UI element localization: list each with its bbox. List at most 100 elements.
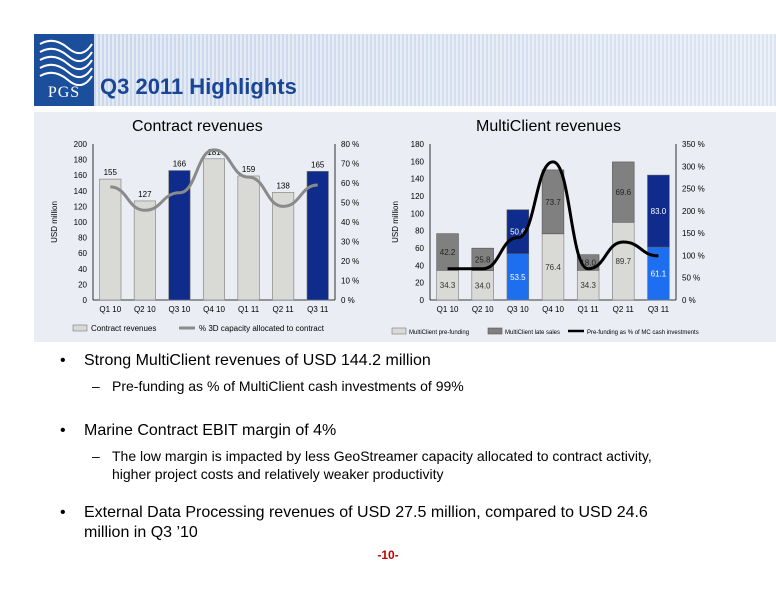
- bar: [237, 175, 260, 301]
- legend-label: MultiClient late sales: [505, 330, 560, 336]
- data-label: 53.5: [510, 273, 526, 282]
- bullet-3-line-2: million in Q3 ’10: [84, 524, 198, 541]
- data-label: 25.8: [475, 255, 491, 264]
- y2-tick-label: 80 %: [341, 140, 359, 149]
- data-label: 138: [276, 181, 290, 190]
- y-tick-label: 100: [411, 209, 425, 218]
- x-tick-label: Q3 10: [169, 305, 191, 314]
- data-label: 34.3: [440, 281, 456, 290]
- bullet-2-sub-1: The low margin is impacted by less GeoSt…: [112, 448, 652, 464]
- y2-tick-label: 100 %: [682, 251, 705, 260]
- x-tick-label: Q1 11: [238, 305, 260, 314]
- bar-late-sales: [541, 169, 565, 235]
- y2-tick-label: 50 %: [682, 274, 700, 283]
- x-tick-label: Q4 10: [203, 305, 225, 314]
- data-label: 73.7: [545, 198, 561, 207]
- y-tick-label: 80: [415, 227, 424, 236]
- y2-tick-label: 150 %: [682, 229, 705, 238]
- data-label: 18.0: [580, 258, 596, 267]
- y-tick-label: 160: [74, 171, 88, 180]
- legend-swatch-bar: [72, 324, 88, 332]
- data-label: 155: [104, 168, 118, 177]
- data-label: 83.0: [651, 207, 667, 216]
- bar-late-sales: [471, 247, 494, 271]
- y2-tick-label: 20 %: [341, 257, 359, 266]
- data-label: 42.2: [440, 248, 456, 257]
- bullet-1-sub-1: Pre-funding as % of MultiClient cash inv…: [112, 378, 464, 394]
- y2-tick-label: 250 %: [682, 185, 705, 194]
- x-tick-label: Q4 10: [542, 305, 564, 314]
- bullet-2-sub-2: higher project costs and relatively weak…: [112, 466, 444, 482]
- data-label: 34.0: [475, 281, 491, 290]
- y2-tick-label: 50 %: [341, 199, 359, 208]
- bar: [202, 158, 226, 301]
- legend-label: Contract revenues: [91, 324, 156, 333]
- data-label: 34.3: [580, 281, 596, 290]
- y-tick-label: 20: [415, 279, 424, 288]
- y-tick-label: 200: [74, 140, 88, 149]
- y-tick-label: 0: [83, 296, 88, 305]
- x-tick-label: Q3 11: [648, 305, 670, 314]
- data-label: 159: [242, 165, 256, 174]
- data-label: 127: [138, 190, 152, 199]
- y2-tick-label: 70 %: [341, 160, 359, 169]
- data-label: 89.7: [615, 257, 631, 266]
- y2-tick-label: 0 %: [682, 296, 696, 305]
- y-tick-label: 40: [415, 261, 424, 270]
- legend-swatch-late-sales: [487, 327, 503, 335]
- y-tick-label: 40: [78, 265, 87, 274]
- bullet-marker: •: [60, 422, 66, 439]
- bar: [168, 170, 191, 301]
- y2-tick-label: 60 %: [341, 179, 359, 188]
- bullet-3: External Data Processing revenues of USD…: [84, 504, 648, 521]
- bar: [99, 178, 122, 301]
- logo-wave-icon: [39, 39, 93, 87]
- y2-tick-label: 0 %: [341, 296, 355, 305]
- x-tick-label: Q1 10: [99, 305, 121, 314]
- multiclient-revenues-chart: 0 20 40 60 80 100 120 140 160 180 0 % 50 % 100 % 150 …: [391, 140, 705, 336]
- data-label: 50.6: [510, 228, 526, 237]
- legend-label: % 3D capacity allocated to contract: [199, 324, 325, 333]
- y2-tick-label: 30 %: [341, 238, 359, 247]
- x-tick-label: Q1 11: [578, 305, 600, 314]
- logo-text: PGS: [47, 84, 81, 101]
- series-line: [447, 160, 659, 271]
- data-label: 181: [207, 148, 221, 157]
- bar: [272, 192, 295, 301]
- pgs-logo: PGS: [34, 34, 94, 106]
- data-label: 166: [173, 160, 187, 169]
- y-tick-label: 0: [420, 296, 425, 305]
- multiclient-chart-title: MultiClient revenues: [476, 118, 621, 135]
- x-tick-label: Q2 11: [613, 305, 635, 314]
- y-tick-label: 100: [74, 218, 88, 227]
- y-tick-label: 140: [74, 187, 88, 196]
- data-label: 76.4: [545, 263, 561, 272]
- y2-tick-label: 10 %: [341, 277, 359, 286]
- y2-tick-label: 40 %: [341, 218, 359, 227]
- x-tick-label: Q2 10: [134, 305, 156, 314]
- y2-tick-label: 350 %: [682, 140, 705, 149]
- x-tick-label: Q2 10: [472, 305, 494, 314]
- y-tick-label: 160: [411, 157, 425, 166]
- legend-label: Pre-funding as % of MC cash investments: [587, 330, 699, 336]
- y2-tick-label: 200 %: [682, 207, 705, 216]
- x-tick-label: Q3 10: [507, 305, 529, 314]
- data-label: 61.1: [651, 270, 667, 279]
- y-tick-label: 60: [78, 249, 87, 258]
- y-tick-label: 120: [74, 202, 88, 211]
- sub-marker: –: [92, 448, 100, 464]
- legend-label: MultiClient pre-funding: [409, 330, 469, 336]
- contract-chart-title: Contract revenues: [132, 118, 263, 135]
- sub-marker: –: [92, 378, 100, 394]
- data-label: 165: [311, 160, 325, 169]
- y-axis-label: USD million: [50, 201, 59, 243]
- bar: [306, 170, 329, 301]
- bullet-marker: •: [60, 352, 66, 369]
- page-title: Q3 2011 Highlights: [100, 74, 297, 99]
- bullet-marker: •: [60, 504, 66, 521]
- y2-tick-label: 300 %: [682, 162, 705, 171]
- bullet-2: Marine Contract EBIT margin of 4%: [84, 422, 337, 439]
- y-axis-label: USD million: [391, 201, 400, 243]
- contract-revenues-chart: 0 20 40 60 80 100 120 140 160 180 200 0 % 10 % 20 % 30…: [50, 140, 359, 333]
- y-tick-label: 20: [78, 280, 87, 289]
